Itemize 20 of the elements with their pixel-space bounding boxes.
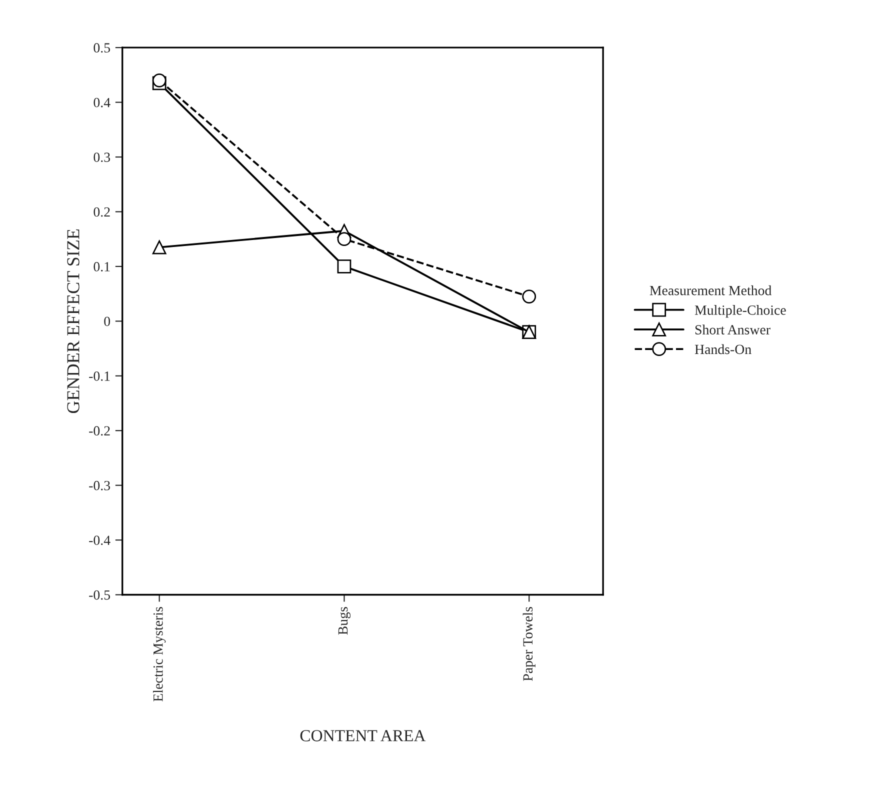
legend-label: Short Answer: [695, 324, 770, 334]
y-tick-label: 0.3: [94, 152, 110, 162]
y-tick-label: 0.1: [94, 262, 110, 272]
y-tick-label: -0.2: [89, 426, 110, 436]
y-axis-title: GENDER EFFECT SIZE: [67, 229, 80, 414]
x-axis-title: CONTENT AREA: [300, 730, 426, 742]
y-tick-label: 0.2: [94, 207, 110, 217]
legend-title: Measurement Method: [650, 285, 772, 296]
y-tick-label: 0.5: [94, 43, 110, 53]
legend-label: Hands-On: [694, 344, 752, 354]
y-tick-label: -0.5: [89, 590, 110, 600]
x-tick-label: Bugs: [338, 607, 351, 635]
legend-label: Multiple-Choice: [694, 305, 786, 318]
y-tick-label: -0.4: [89, 536, 110, 546]
y-tick-label: 0.4: [94, 98, 110, 108]
x-tick-label: Electric Mysteris: [153, 607, 166, 702]
x-tick-label: Paper Towels: [522, 607, 536, 681]
y-tick-label: 0: [104, 316, 110, 326]
y-tick-label: -0.3: [89, 480, 110, 490]
y-tick-label: -0.1: [89, 371, 110, 381]
